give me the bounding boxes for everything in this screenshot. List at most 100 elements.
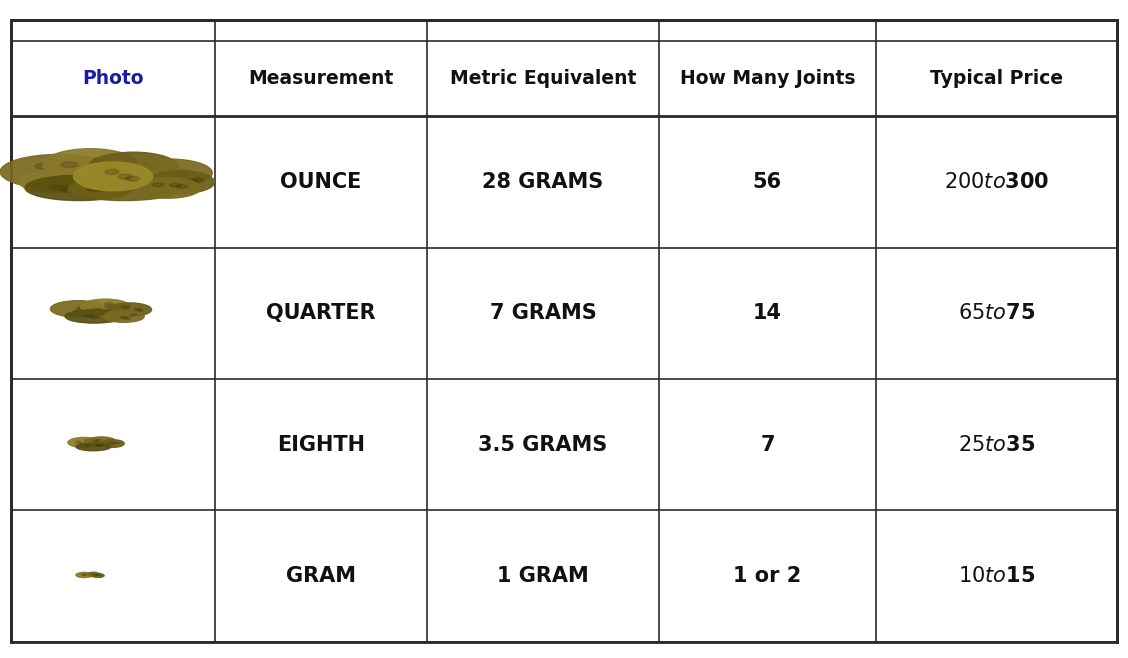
Ellipse shape xyxy=(76,443,111,451)
Text: OUNCE: OUNCE xyxy=(280,172,361,192)
Text: 14: 14 xyxy=(752,303,782,323)
Ellipse shape xyxy=(100,442,105,443)
Ellipse shape xyxy=(53,180,64,183)
Ellipse shape xyxy=(73,162,152,191)
Ellipse shape xyxy=(165,166,180,170)
Text: EIGHTH: EIGHTH xyxy=(276,435,364,455)
Ellipse shape xyxy=(107,303,151,316)
Ellipse shape xyxy=(126,186,147,190)
Text: $65 to $75: $65 to $75 xyxy=(958,303,1034,323)
Text: 56: 56 xyxy=(752,172,782,192)
Ellipse shape xyxy=(76,572,91,578)
Ellipse shape xyxy=(90,573,92,574)
Ellipse shape xyxy=(65,310,124,323)
Text: 1 GRAM: 1 GRAM xyxy=(497,566,589,586)
Ellipse shape xyxy=(107,182,127,187)
Ellipse shape xyxy=(133,178,201,198)
Ellipse shape xyxy=(173,167,188,172)
Ellipse shape xyxy=(156,187,167,191)
Ellipse shape xyxy=(111,318,118,320)
Ellipse shape xyxy=(35,180,46,184)
Ellipse shape xyxy=(88,152,178,182)
Ellipse shape xyxy=(0,155,117,189)
Ellipse shape xyxy=(88,162,105,167)
Ellipse shape xyxy=(120,168,133,174)
Ellipse shape xyxy=(90,303,99,306)
Ellipse shape xyxy=(97,164,114,170)
Text: 7: 7 xyxy=(760,435,775,455)
Ellipse shape xyxy=(103,311,144,322)
Ellipse shape xyxy=(80,299,131,314)
Ellipse shape xyxy=(76,190,95,194)
Ellipse shape xyxy=(83,574,87,576)
Ellipse shape xyxy=(83,446,90,447)
Ellipse shape xyxy=(19,172,82,193)
Text: Typical Price: Typical Price xyxy=(929,69,1063,88)
Ellipse shape xyxy=(38,183,50,186)
Text: 1 or 2: 1 or 2 xyxy=(733,566,802,586)
Ellipse shape xyxy=(113,443,117,445)
Ellipse shape xyxy=(86,310,95,313)
Ellipse shape xyxy=(116,309,123,312)
Ellipse shape xyxy=(109,160,125,165)
Ellipse shape xyxy=(100,440,124,447)
Ellipse shape xyxy=(169,184,180,188)
Ellipse shape xyxy=(51,301,106,317)
Ellipse shape xyxy=(87,309,96,312)
Ellipse shape xyxy=(92,574,104,577)
Ellipse shape xyxy=(167,189,179,193)
Ellipse shape xyxy=(104,161,120,166)
Ellipse shape xyxy=(95,574,97,575)
Ellipse shape xyxy=(87,572,99,576)
Text: QUARTER: QUARTER xyxy=(266,303,376,323)
Ellipse shape xyxy=(103,166,118,171)
Ellipse shape xyxy=(133,307,141,309)
Ellipse shape xyxy=(96,447,103,448)
Text: Metric Equivalent: Metric Equivalent xyxy=(450,69,636,88)
Ellipse shape xyxy=(126,159,212,187)
Ellipse shape xyxy=(115,443,120,444)
Ellipse shape xyxy=(88,440,94,442)
Text: 3.5 GRAMS: 3.5 GRAMS xyxy=(478,435,608,455)
Text: 28 GRAMS: 28 GRAMS xyxy=(483,172,603,192)
Ellipse shape xyxy=(173,180,184,184)
Ellipse shape xyxy=(171,178,184,182)
Ellipse shape xyxy=(81,574,83,575)
Ellipse shape xyxy=(98,313,108,315)
Ellipse shape xyxy=(120,186,139,190)
Ellipse shape xyxy=(111,442,115,443)
Ellipse shape xyxy=(106,170,122,175)
Ellipse shape xyxy=(68,178,180,201)
Ellipse shape xyxy=(105,442,109,443)
Ellipse shape xyxy=(108,304,116,307)
Ellipse shape xyxy=(87,437,115,445)
Ellipse shape xyxy=(43,149,138,181)
Text: $200 to $300: $200 to $300 xyxy=(943,172,1049,192)
Ellipse shape xyxy=(120,315,127,317)
Ellipse shape xyxy=(60,181,78,185)
Ellipse shape xyxy=(94,447,99,448)
Ellipse shape xyxy=(82,315,92,316)
Ellipse shape xyxy=(167,186,178,190)
Ellipse shape xyxy=(125,178,139,183)
Ellipse shape xyxy=(62,309,71,311)
Ellipse shape xyxy=(133,307,141,310)
Ellipse shape xyxy=(54,166,74,172)
Ellipse shape xyxy=(74,441,80,442)
Ellipse shape xyxy=(59,163,79,169)
Text: GRAM: GRAM xyxy=(285,566,355,586)
Text: $25 to $35: $25 to $35 xyxy=(958,435,1034,455)
Ellipse shape xyxy=(80,575,83,576)
Text: How Many Joints: How Many Joints xyxy=(680,69,855,88)
Ellipse shape xyxy=(122,317,130,319)
Text: Photo: Photo xyxy=(82,69,143,88)
Ellipse shape xyxy=(147,170,214,193)
Ellipse shape xyxy=(109,174,123,179)
Text: Measurement: Measurement xyxy=(248,69,394,88)
Ellipse shape xyxy=(86,316,97,318)
Text: $10 to $15: $10 to $15 xyxy=(958,566,1034,586)
Ellipse shape xyxy=(79,440,85,442)
Ellipse shape xyxy=(105,306,114,309)
Ellipse shape xyxy=(53,166,73,172)
Ellipse shape xyxy=(73,185,92,190)
